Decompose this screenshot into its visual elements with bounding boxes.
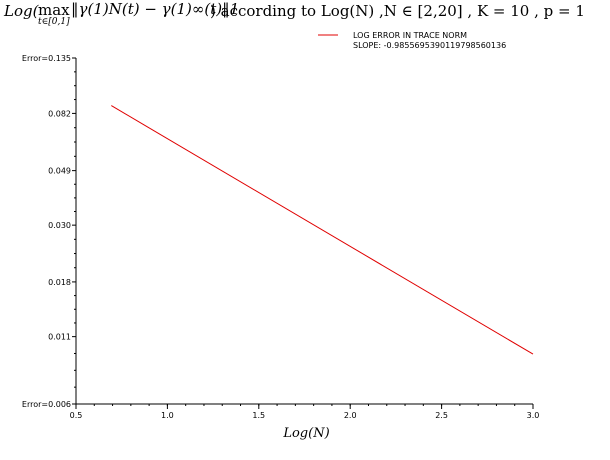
series-line (111, 105, 534, 355)
title-norm-expression: ‖γ(1)N(t) − γ(1)∞(t)‖1 (71, 0, 240, 18)
x-tick-label: 1.0 (161, 411, 174, 420)
legend-slope-annotation: SLOPE: -0.9855695390119798560136 (353, 41, 506, 50)
x-tick-label: 2.5 (435, 411, 448, 420)
title-max-operator: max (38, 1, 70, 19)
x-tick-label: 2.0 (344, 411, 357, 420)
title-max-subscript: t∈[0,1] (38, 17, 70, 27)
y-tick-label: 0.018 (48, 278, 71, 287)
x-tick-label: 1.5 (252, 411, 265, 420)
y-tick-label: 0.049 (48, 167, 71, 176)
chart-title: Log( max t∈[0,1] ‖γ(1)N(t) − γ(1)∞(t)‖1 … (4, 0, 604, 34)
title-trail: ) according to Log(N) ,N ∈ [2,20] , K = … (210, 2, 585, 20)
x-axis-label: Log(N) (282, 426, 329, 441)
x-tick-label: 0.5 (70, 411, 83, 420)
y-tick-label: 0.011 (48, 333, 71, 342)
y-tick-label: Error=0.006 (22, 400, 71, 409)
x-tick-label: 3.0 (527, 411, 540, 420)
y-tick-label: 0.082 (48, 109, 71, 118)
y-tick-label: Error=0.135 (22, 54, 71, 63)
legend-series-name: LOG ERROR IN TRACE NORM (353, 31, 467, 40)
title-lead: Log( (4, 2, 39, 20)
y-tick-label: 0.030 (48, 221, 71, 230)
